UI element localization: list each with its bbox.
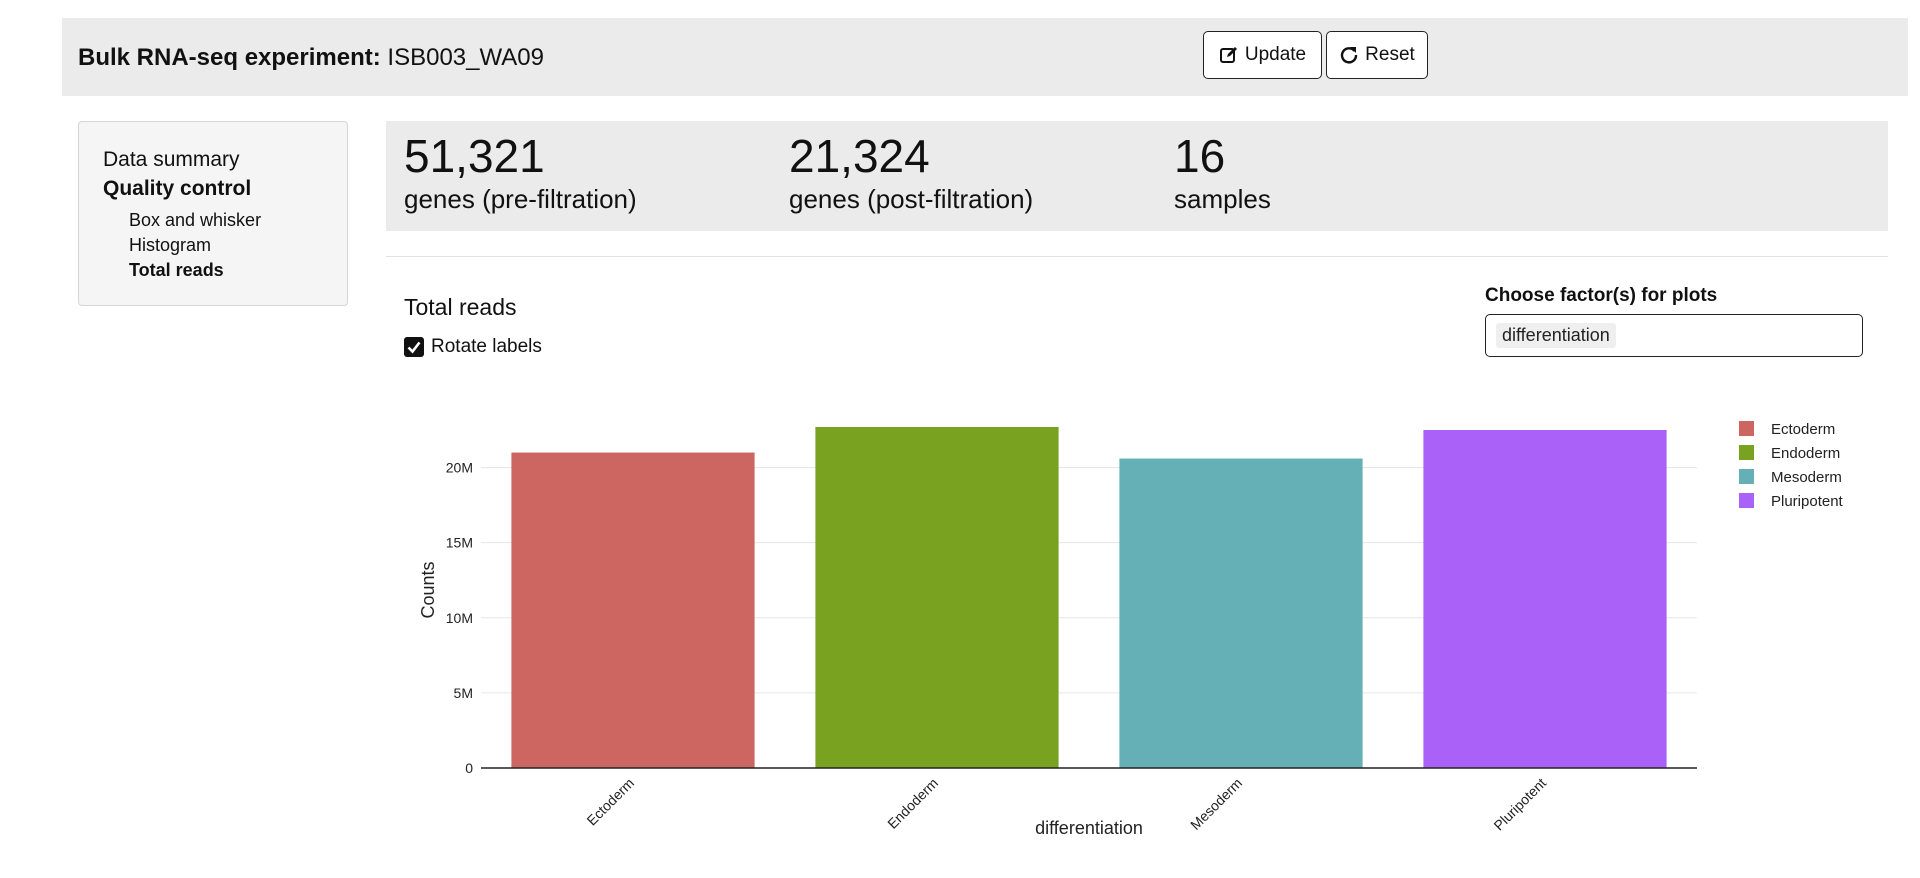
y-tick-label: 5M bbox=[454, 685, 473, 701]
x-tick-label: Endoderm bbox=[884, 775, 941, 832]
factor-select[interactable]: differentiation bbox=[1485, 314, 1863, 357]
divider bbox=[386, 256, 1888, 257]
rotate-labels-label: Rotate labels bbox=[431, 336, 542, 357]
x-tick-label: Ectoderm bbox=[583, 775, 637, 829]
y-tick-label: 0 bbox=[465, 760, 473, 776]
section-title: Total reads bbox=[404, 294, 517, 320]
legend-swatch-endoderm bbox=[1739, 445, 1754, 460]
check-icon bbox=[407, 341, 421, 354]
x-tick-label: Pluripotent bbox=[1490, 775, 1549, 834]
stat-samples: 16 samples bbox=[1174, 129, 1271, 215]
legend-swatch-mesoderm bbox=[1739, 469, 1754, 484]
y-tick-label: 15M bbox=[446, 535, 473, 551]
bar-pluripotent bbox=[1423, 430, 1667, 768]
stats-panel: 51,321 genes (pre-filtration) 21,324 gen… bbox=[386, 121, 1888, 231]
legend-label-mesoderm: Mesoderm bbox=[1771, 469, 1842, 486]
y-axis-title: Counts bbox=[418, 561, 438, 618]
x-tick-label: Mesoderm bbox=[1187, 775, 1245, 833]
stat-genes-post: 21,324 genes (post-filtration) bbox=[789, 129, 1033, 215]
stat-value: 51,321 bbox=[404, 130, 545, 182]
y-tick-label: 10M bbox=[446, 610, 473, 626]
sidebar-item-box-and-whisker[interactable]: Box and whisker bbox=[129, 210, 262, 230]
bar-mesoderm bbox=[1119, 458, 1363, 768]
refresh-icon bbox=[1340, 47, 1358, 64]
sidebar-item-histogram[interactable]: Histogram bbox=[129, 235, 212, 255]
legend-label-pluripotent: Pluripotent bbox=[1771, 493, 1844, 510]
stat-label: genes (post-filtration) bbox=[789, 184, 1034, 214]
bar-endoderm bbox=[815, 427, 1059, 768]
sidebar-item-data-summary[interactable]: Data summary bbox=[103, 148, 240, 171]
factor-select-label: Choose factor(s) for plots bbox=[1485, 285, 1718, 306]
legend-label-endoderm: Endoderm bbox=[1771, 445, 1840, 462]
legend-swatch-ectoderm bbox=[1739, 421, 1754, 436]
stat-value: 16 bbox=[1174, 130, 1226, 182]
title-prefix: Bulk RNA-seq experiment: bbox=[78, 44, 381, 71]
page-title: Bulk RNA-seq experiment: ISB003_WA09 bbox=[78, 44, 544, 72]
experiment-id: ISB003_WA09 bbox=[387, 44, 544, 71]
factor-tag[interactable]: differentiation bbox=[1496, 323, 1616, 348]
stat-label: samples bbox=[1174, 184, 1271, 214]
reset-label: Reset bbox=[1365, 44, 1415, 65]
header-bar: Bulk RNA-seq experiment: ISB003_WA09 Upd… bbox=[62, 18, 1908, 96]
x-axis-title: differentiation bbox=[1035, 818, 1143, 838]
edit-icon bbox=[1219, 47, 1237, 63]
stat-genes-pre: 51,321 genes (pre-filtration) bbox=[404, 129, 637, 215]
sidebar-item-total-reads[interactable]: Total reads bbox=[129, 260, 224, 280]
stat-label: genes (pre-filtration) bbox=[404, 184, 637, 214]
update-button[interactable]: Update bbox=[1203, 31, 1322, 79]
bar-ectoderm bbox=[511, 452, 755, 768]
legend-label-ectoderm: Ectoderm bbox=[1771, 421, 1835, 438]
stat-value: 21,324 bbox=[789, 130, 930, 182]
y-tick-label: 20M bbox=[446, 460, 473, 476]
reset-button[interactable]: Reset bbox=[1326, 31, 1428, 79]
sidebar-item-quality-control[interactable]: Quality control bbox=[103, 177, 252, 200]
rotate-labels-option: Rotate labels bbox=[404, 336, 542, 358]
sidebar-nav: Data summary Quality control Box and whi… bbox=[78, 121, 348, 306]
update-label: Update bbox=[1244, 44, 1307, 65]
legend-swatch-pluripotent bbox=[1739, 493, 1754, 508]
rotate-labels-checkbox[interactable] bbox=[404, 337, 424, 357]
